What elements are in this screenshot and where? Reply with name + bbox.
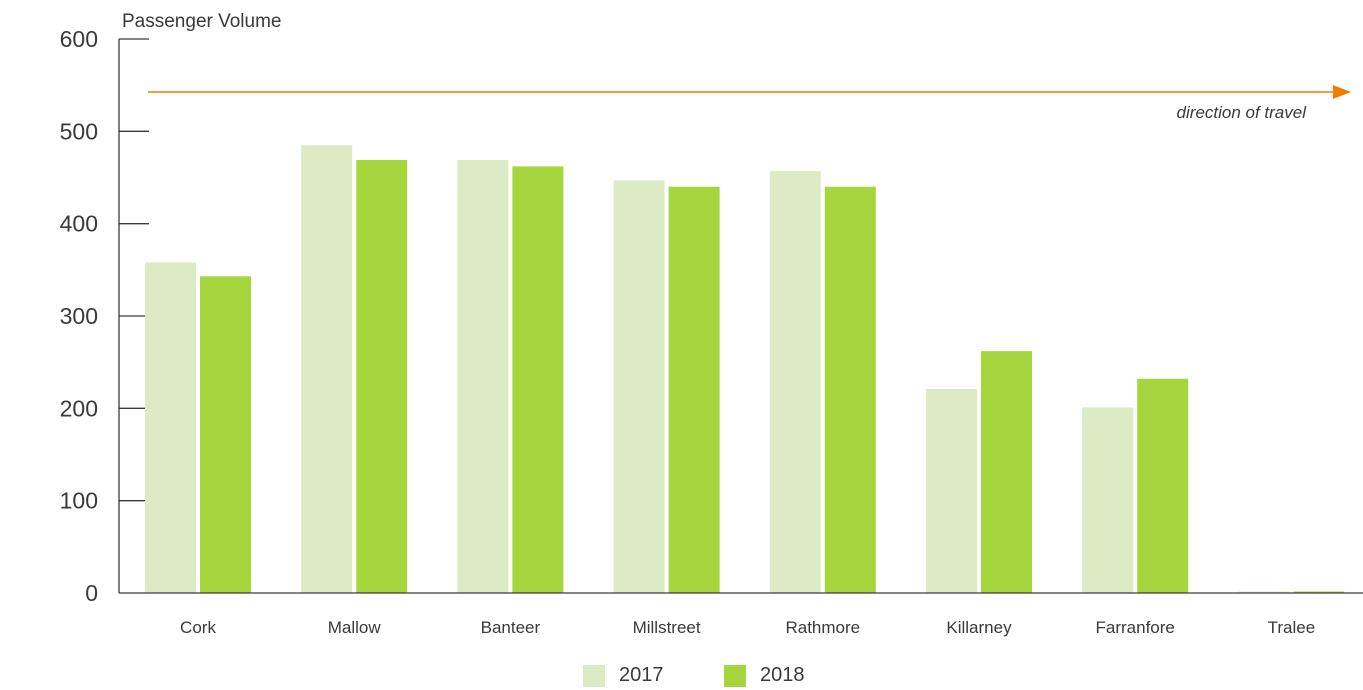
bar-2017-tralee bbox=[1238, 591, 1290, 593]
y-tick-label: 0 bbox=[85, 580, 98, 606]
bar-2017-rathmore bbox=[769, 171, 821, 593]
bars bbox=[145, 145, 1345, 594]
bar-2018-cork bbox=[200, 276, 251, 593]
legend-swatch-2018 bbox=[724, 664, 746, 687]
y-axis: 0 100 200 300 400 500 600 bbox=[60, 26, 149, 606]
bar-2017-killarney bbox=[926, 388, 977, 593]
bar-2018-killarney bbox=[981, 351, 1032, 593]
arrow-head-icon bbox=[1333, 85, 1351, 99]
bar-2017-millstreet bbox=[613, 180, 665, 593]
x-axis: Cork Mallow Banteer Millstreet Rathmore Killa… bbox=[119, 592, 1363, 637]
y-tick-label: 200 bbox=[60, 395, 98, 421]
bar-2018-farranfore bbox=[1137, 378, 1189, 593]
bar-2017-farranfore bbox=[1082, 407, 1134, 593]
y-tick-label: 300 bbox=[60, 303, 98, 329]
direction-annotation-text: direction of travel bbox=[1177, 103, 1308, 122]
legend-item-2017: 2017 bbox=[583, 664, 664, 687]
bar-chart: 0 100 200 300 400 500 600 Cork Mallow Banteer Mil… bbox=[60, 26, 1363, 637]
bar-2018-rathmore bbox=[824, 186, 876, 593]
x-tick-label: Mallow bbox=[328, 618, 382, 637]
x-tick-label: Millstreet bbox=[633, 618, 701, 637]
legend-swatch-2017 bbox=[583, 664, 605, 687]
bar-2018-mallow bbox=[356, 159, 408, 593]
x-tick-label: Farranfore bbox=[1096, 618, 1175, 637]
direction-annotation: direction of travel bbox=[148, 85, 1351, 122]
x-tick-label: Tralee bbox=[1268, 618, 1316, 637]
y-tick-label: 400 bbox=[60, 211, 98, 237]
legend-item-2018: 2018 bbox=[724, 664, 805, 687]
y-axis-title: Passenger Volume bbox=[122, 11, 282, 32]
y-tick-label: 600 bbox=[60, 26, 98, 52]
bar-2018-banteer bbox=[512, 166, 564, 594]
legend: 2017 2018 bbox=[0, 664, 1363, 690]
x-tick-label: Killarney bbox=[946, 618, 1012, 637]
x-tick-label: Banteer bbox=[481, 618, 541, 637]
bar-2017-mallow bbox=[301, 145, 353, 593]
x-tick-label: Rathmore bbox=[785, 618, 860, 637]
y-tick-label: 100 bbox=[60, 488, 98, 514]
legend-label-2018: 2018 bbox=[760, 664, 805, 686]
x-tick-label: Cork bbox=[180, 618, 216, 637]
bar-2018-millstreet bbox=[668, 186, 720, 593]
bar-2017-cork bbox=[145, 262, 196, 593]
legend-label-2017: 2017 bbox=[619, 664, 664, 686]
y-tick-label: 500 bbox=[60, 118, 98, 144]
bar-2017-banteer bbox=[457, 159, 509, 593]
bar-2018-tralee bbox=[1293, 591, 1345, 593]
